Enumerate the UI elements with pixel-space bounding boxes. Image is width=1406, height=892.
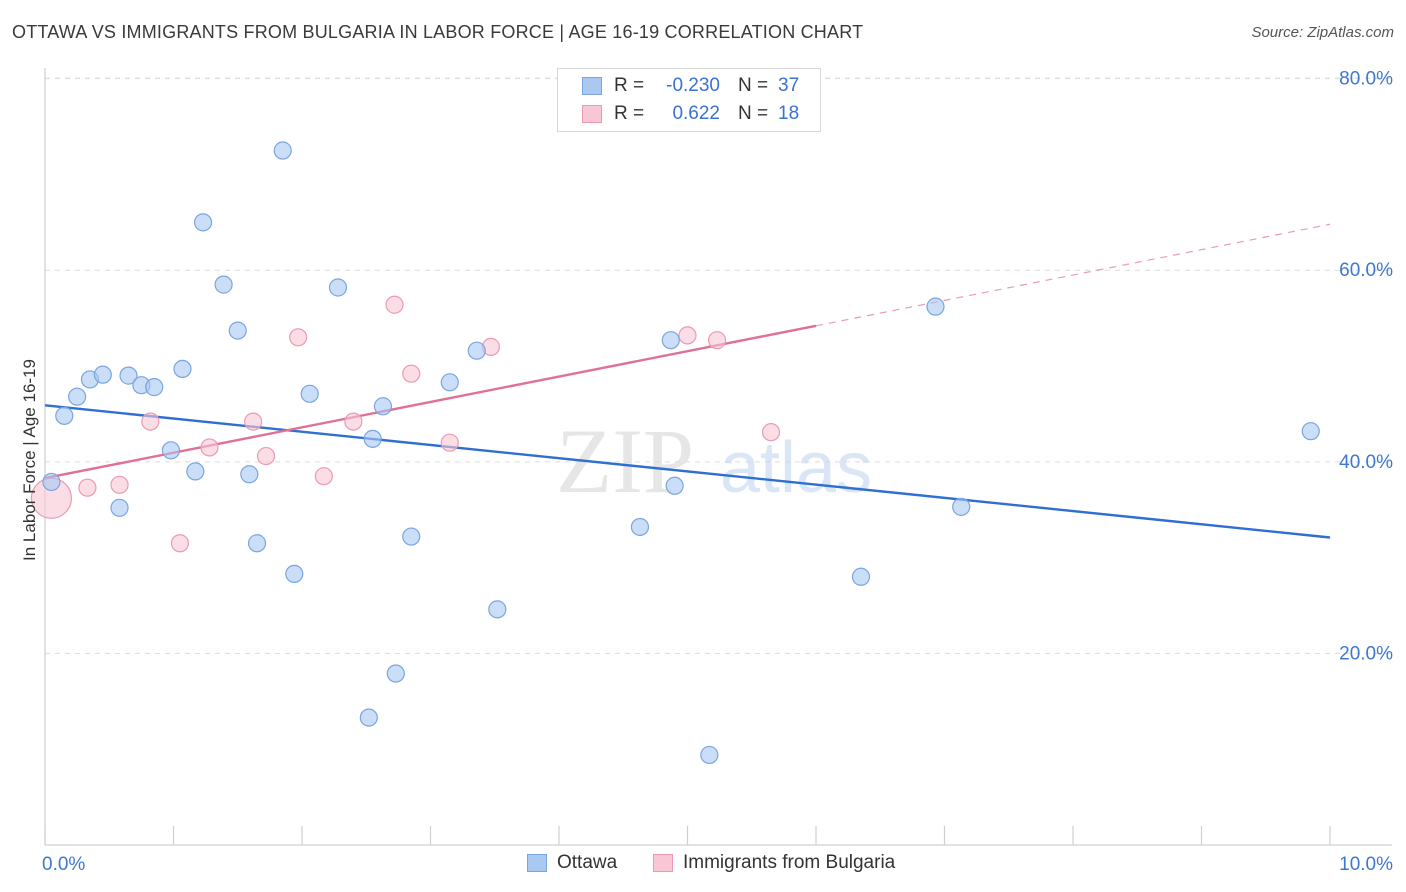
ottawa-point: [145, 378, 164, 397]
ottawa-point: [285, 564, 304, 584]
x-tick-label: 10.0%: [1339, 854, 1393, 875]
ottawa-point: [93, 365, 112, 384]
x-tick-label: 0.0%: [42, 854, 85, 875]
y-tick-label: 60.0%: [1339, 260, 1393, 281]
ottawa-point: [373, 397, 393, 416]
ottawa-point: [228, 321, 247, 340]
r-label: R =: [614, 75, 645, 96]
bulgaria-point: [314, 467, 333, 486]
axes: [44, 68, 1392, 846]
n-value: 18: [778, 103, 800, 124]
ottawa-point: [328, 278, 348, 297]
bulgaria-point: [141, 412, 160, 431]
ottawa-point: [186, 462, 205, 481]
bulgaria-point: [678, 326, 697, 345]
r-label: R =: [614, 103, 645, 124]
ottawa-point: [661, 331, 680, 350]
y-tick-label: 80.0%: [1339, 69, 1393, 90]
bulgaria-point: [170, 534, 190, 553]
tick-labels: 20.0% 40.0% 60.0% 80.0% 0.0% 10.0%: [42, 69, 1393, 875]
trend-line-bulgaria: [44, 324, 817, 480]
ottawa-point: [386, 664, 405, 683]
ottawa-point: [952, 497, 971, 516]
bulgaria-point: [289, 328, 308, 347]
y-tick-label: 20.0%: [1339, 643, 1393, 664]
bulgaria-point: [385, 295, 404, 314]
data-points: [30, 141, 1320, 765]
ottawa-point: [467, 341, 486, 360]
bulgaria-point: [110, 475, 129, 494]
ottawa-point: [363, 429, 382, 448]
correlation-stats-box: R = -0.230 N = 37 R = 0.622 N = 18: [557, 68, 821, 132]
ottawa-point: [851, 567, 871, 586]
ottawa-point: [110, 498, 129, 517]
trend-extension-bulgaria: [815, 223, 1331, 327]
legend-label: Ottawa: [557, 852, 618, 873]
legend-item-bulgaria[interactable]: Immigrants from Bulgaria: [653, 852, 895, 874]
ottawa-point: [359, 708, 378, 727]
y-axis-label: In Labor Force | Age 16-19: [20, 359, 39, 561]
y-tick-label: 40.0%: [1339, 452, 1393, 473]
ottawa-point: [440, 373, 459, 392]
bulgaria-legend-swatch: [653, 854, 673, 872]
ottawa-point: [300, 384, 319, 403]
n-label: N =: [738, 75, 769, 96]
n-label: N =: [738, 103, 769, 124]
ottawa-point: [665, 476, 684, 495]
bulgaria-point: [440, 433, 459, 452]
ottawa-legend-swatch: [527, 854, 547, 872]
ottawa-point: [161, 441, 181, 460]
bulgaria-point: [78, 478, 97, 497]
ottawa-point: [55, 406, 74, 425]
bulgaria-point: [256, 446, 276, 466]
r-value: 0.622: [667, 103, 720, 124]
ottawa-point: [630, 517, 650, 537]
legend-label: Immigrants from Bulgaria: [683, 852, 896, 873]
source-note: Source: ZipAtlas.com: [1251, 24, 1394, 41]
bulgaria-swatch: [582, 105, 602, 123]
ottawa-point: [1301, 422, 1320, 441]
stats-row-ottawa: R = -0.230 N = 37: [582, 73, 799, 99]
bulgaria-point: [761, 423, 781, 442]
legend-item-ottawa[interactable]: Ottawa: [527, 852, 617, 874]
r-value: -0.230: [666, 75, 720, 96]
ottawa-point: [42, 472, 61, 492]
n-value: 37: [778, 75, 800, 96]
watermark-atlas: atlas: [720, 428, 872, 508]
chart-title: OTTAWA VS IMMIGRANTS FROM BULGARIA IN LA…: [12, 22, 864, 42]
ottawa-point: [173, 359, 192, 379]
bulgaria-point: [344, 412, 363, 431]
ottawa-point: [273, 141, 292, 160]
gridlines: [45, 77, 1392, 654]
chart-legend: Ottawa Immigrants from Bulgaria: [0, 852, 1406, 878]
ottawa-point: [926, 297, 945, 316]
bulgaria-point: [244, 412, 263, 431]
ottawa-point: [700, 745, 719, 765]
ottawa-point: [193, 213, 213, 232]
ottawa-point: [247, 534, 267, 553]
bulgaria-point: [707, 331, 727, 350]
ottawa-point: [214, 275, 233, 294]
ottawa-point: [240, 465, 259, 484]
ottawa-point: [68, 387, 87, 406]
stats-row-bulgaria: R = 0.622 N = 18: [582, 101, 799, 127]
ottawa-point: [402, 527, 421, 546]
ottawa-point: [488, 600, 507, 619]
bulgaria-point: [200, 438, 219, 457]
ottawa-swatch: [582, 77, 602, 95]
ottawa-point: [119, 366, 138, 385]
bulgaria-point: [402, 364, 421, 383]
